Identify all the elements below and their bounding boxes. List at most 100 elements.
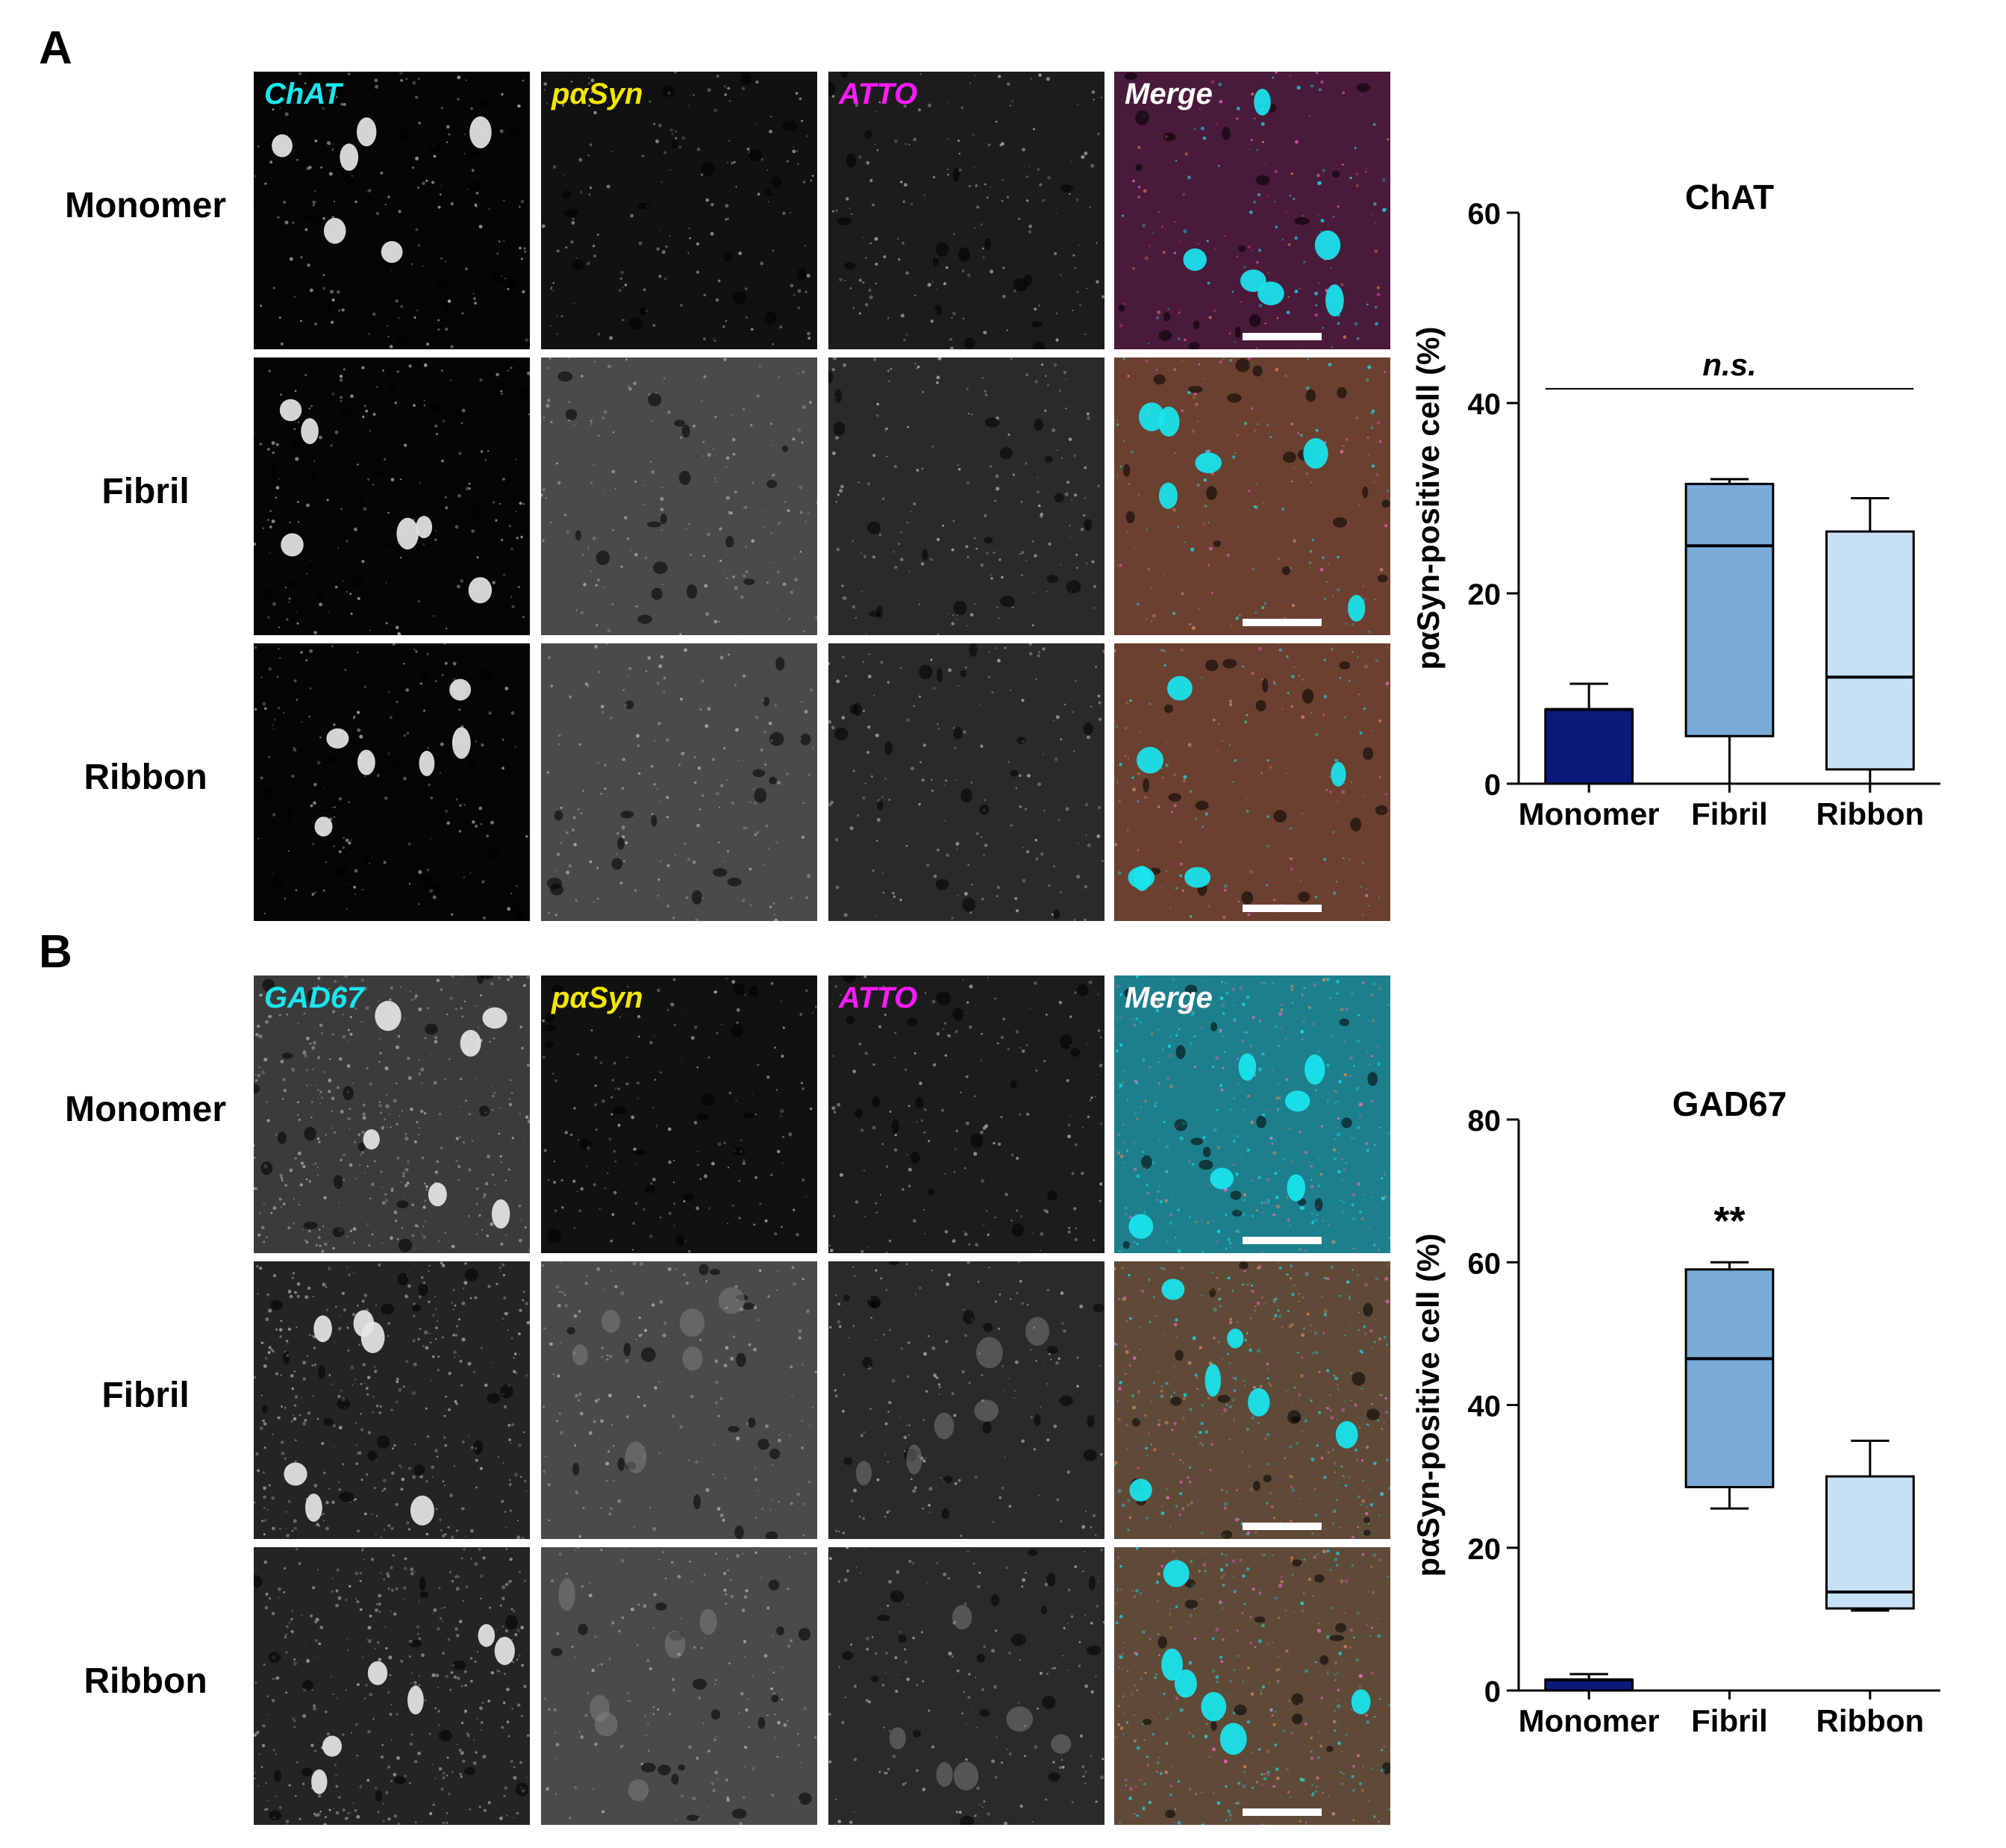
tissue-void — [733, 1146, 745, 1156]
tissue-speckle — [928, 103, 931, 107]
tissue-speckle — [666, 864, 670, 867]
tissue-void — [754, 787, 767, 803]
tissue-void — [1199, 1159, 1213, 1170]
tissue-speckle — [1213, 1336, 1216, 1340]
tissue-speckle — [588, 104, 591, 107]
tissue-speckle — [502, 1596, 505, 1600]
tissue-speckle — [315, 1243, 319, 1247]
labelled-cell — [906, 1444, 922, 1475]
tissue-speckle — [517, 1657, 519, 1659]
tissue-speckle — [471, 1446, 474, 1449]
tissue-speckle — [353, 1499, 355, 1502]
tissue-speckle — [272, 728, 275, 730]
tissue-speckle — [374, 1370, 378, 1373]
tissue-speckle — [461, 1015, 464, 1018]
tissue-speckle — [1141, 1290, 1144, 1293]
tissue-speckle — [1129, 699, 1132, 702]
labelled-cell — [340, 143, 359, 171]
tissue-speckle — [1200, 1026, 1203, 1028]
tissue-speckle — [518, 1332, 521, 1335]
tissue-speckle — [1320, 230, 1322, 232]
tissue-speckle — [777, 570, 780, 574]
tissue-speckle — [518, 1654, 521, 1657]
tissue-speckle — [1268, 1382, 1270, 1385]
tissue-speckle — [449, 1571, 451, 1573]
tissue-speckle — [627, 986, 629, 987]
tissue-speckle — [448, 1792, 451, 1796]
tissue-speckle — [1134, 1112, 1137, 1115]
tissue-speckle — [772, 1464, 774, 1466]
tissue-speckle — [381, 1126, 385, 1130]
tissue-speckle — [1287, 243, 1291, 246]
tissue-speckle — [1172, 508, 1177, 512]
tissue-speckle — [946, 138, 949, 140]
tissue-void — [1206, 486, 1217, 501]
tissue-speckle — [1266, 424, 1269, 426]
tissue-speckle — [1272, 1213, 1275, 1217]
tissue-void — [693, 1494, 702, 1509]
tissue-speckle — [601, 1355, 603, 1358]
tissue-speckle — [1252, 1385, 1256, 1389]
tissue-speckle — [410, 1571, 414, 1576]
tissue-speckle — [579, 1411, 584, 1416]
tissue-speckle — [1006, 329, 1009, 331]
tissue-speckle — [865, 257, 867, 259]
tissue-speckle — [1129, 1317, 1132, 1320]
tissue-speckle — [1164, 1420, 1169, 1425]
tissue-speckle — [510, 1608, 513, 1611]
tissue-speckle — [1364, 1282, 1369, 1287]
tissue-speckle — [969, 82, 972, 84]
tissue-speckle — [264, 182, 267, 185]
tissue-speckle — [378, 1593, 382, 1598]
tissue-speckle — [410, 1567, 414, 1572]
tissue-speckle — [883, 1333, 885, 1336]
tissue-speckle — [314, 1162, 317, 1164]
tissue-speckle — [1349, 679, 1351, 682]
tissue-speckle — [730, 1356, 734, 1361]
tissue-speckle — [263, 1533, 266, 1536]
tissue-speckle — [1284, 375, 1287, 378]
tissue-speckle — [1184, 541, 1186, 543]
tissue-speckle — [349, 1812, 351, 1814]
tissue-speckle — [1254, 1531, 1257, 1535]
tissue-speckle — [293, 746, 295, 749]
tissue-speckle — [1038, 305, 1040, 307]
tissue-speckle — [946, 1282, 950, 1287]
tissue-speckle — [512, 1609, 516, 1613]
tissue-void — [935, 878, 949, 890]
tissue-speckle — [523, 250, 527, 254]
tissue-speckle — [974, 75, 976, 77]
tissue-speckle — [265, 1317, 269, 1322]
tissue-speckle — [550, 521, 552, 524]
tissue-speckle — [1184, 1006, 1189, 1010]
tissue-speckle — [294, 1395, 299, 1399]
tissue-speckle — [522, 1299, 525, 1302]
tissue-speckle — [1369, 1502, 1374, 1507]
tissue-speckle — [717, 1142, 722, 1146]
tissue-speckle — [1166, 1359, 1168, 1361]
tissue-speckle — [1195, 402, 1199, 407]
tissue-speckle — [297, 1023, 300, 1025]
tissue-void — [1217, 1394, 1231, 1403]
tissue-void — [394, 1776, 406, 1785]
tissue-speckle — [790, 590, 793, 594]
tissue-speckle — [1029, 1007, 1031, 1009]
tissue-void — [283, 1351, 290, 1364]
tissue-speckle — [1352, 1064, 1355, 1067]
tissue-speckle — [291, 1276, 294, 1279]
labelled-cell — [1129, 1479, 1152, 1502]
tissue-speckle — [833, 1111, 837, 1114]
tissue-speckle — [275, 988, 278, 992]
tissue-speckle — [488, 207, 491, 210]
tissue-speckle — [1055, 338, 1059, 342]
tissue-speckle — [1119, 1084, 1123, 1087]
tissue-speckle — [1049, 1352, 1051, 1355]
tissue-speckle — [508, 1438, 511, 1441]
tissue-speckle — [890, 367, 893, 370]
tissue-void — [640, 1347, 656, 1362]
tissue-speckle — [1150, 1443, 1152, 1446]
labelled-cell — [353, 1310, 375, 1337]
tissue-speckle — [1060, 274, 1062, 276]
tissue-speckle — [587, 684, 590, 687]
tissue-speckle — [727, 161, 728, 163]
